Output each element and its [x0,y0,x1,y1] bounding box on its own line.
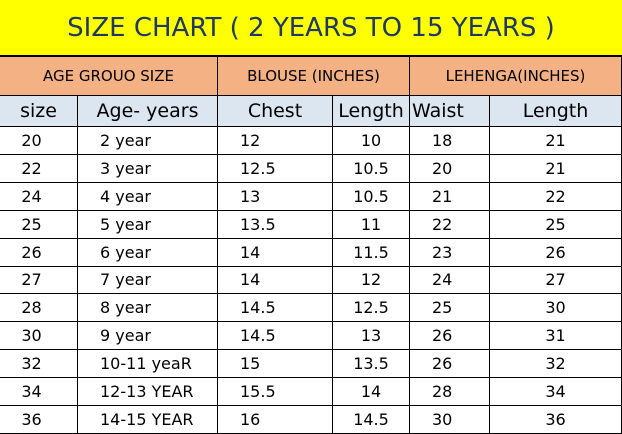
title: SIZE CHART ( 2 YEARS TO 15 YEARS ) [0,0,622,57]
table-cell: 10.5 [333,182,410,211]
table-cell: 14-15 YEAR [78,406,218,434]
table-cell: 12.5 [333,294,410,323]
table-cell: 12 [333,266,410,295]
table-cell: 26 [410,350,490,379]
table-cell: 30 [490,294,622,323]
table-cell: 9 year [78,322,218,351]
table-cell: 21 [410,182,490,211]
table-cell: 8 year [78,294,218,323]
table-cell: 25 [0,210,78,239]
column-header: Length [490,96,622,127]
table-cell: 20 [410,154,490,183]
table-cell: 26 [0,238,78,267]
table-cell: 34 [490,378,622,407]
table-cell: 25 [410,294,490,323]
group-header: BLOUSE (INCHES) [218,57,410,96]
table-cell: 22 [490,182,622,211]
table-cell: 32 [490,350,622,379]
table-cell: 10.5 [333,154,410,183]
table-cell: 21 [490,154,622,183]
table-cell: 14 [218,238,333,267]
table-cell: 31 [490,322,622,351]
column-header: Length [333,96,410,127]
table-cell: 3 year [78,154,218,183]
table-cell: 13.5 [333,350,410,379]
group-header: AGE GROUO SIZE [0,57,218,96]
table-cell: 24 [0,182,78,211]
table-cell: 13 [333,322,410,351]
table-cell: 25 [490,210,622,239]
table-cell: 14.5 [333,406,410,434]
table-cell: 27 [0,266,78,295]
table-cell: 14.5 [218,294,333,323]
table-cell: 23 [410,238,490,267]
table-cell: 21 [490,127,622,155]
table-cell: 36 [490,406,622,434]
column-header: Age- years [78,96,218,127]
table-cell: 30 [410,406,490,434]
group-header: LEHENGA(INCHES) [410,57,622,96]
table-cell: 22 [0,154,78,183]
table-cell: 12-13 YEAR [78,378,218,407]
table-cell: 11 [333,210,410,239]
table-cell: 12 [218,127,333,155]
table-cell: 27 [490,266,622,295]
table-cell: 24 [410,266,490,295]
table-cell: 26 [410,322,490,351]
table-cell: 18 [410,127,490,155]
table-cell: 34 [0,378,78,407]
table-cell: 26 [490,238,622,267]
table-cell: 6 year [78,238,218,267]
table-cell: 7 year [78,266,218,295]
table-cell: 16 [218,406,333,434]
table-cell: 14 [333,378,410,407]
table-cell: 36 [0,406,78,434]
table-cell: 10-11 yeaR [78,350,218,379]
table-cell: 4 year [78,182,218,211]
table-cell: 20 [0,127,78,155]
table-cell: 11.5 [333,238,410,267]
table-cell: 28 [410,378,490,407]
table-cell: 22 [410,210,490,239]
table-cell: 13.5 [218,210,333,239]
table-cell: 14.5 [218,322,333,351]
column-header: Waist [410,96,490,127]
table-cell: 2 year [78,127,218,155]
table-cell: 15 [218,350,333,379]
column-header: Chest [218,96,333,127]
table-cell: 15.5 [218,378,333,407]
table-cell: 30 [0,322,78,351]
table-cell: 14 [218,266,333,295]
table-cell: 32 [0,350,78,379]
table-cell: 13 [218,182,333,211]
table-cell: 12.5 [218,154,333,183]
table-cell: 5 year [78,210,218,239]
table-cell: 10 [333,127,410,155]
column-header: size [0,96,78,127]
table-cell: 28 [0,294,78,323]
